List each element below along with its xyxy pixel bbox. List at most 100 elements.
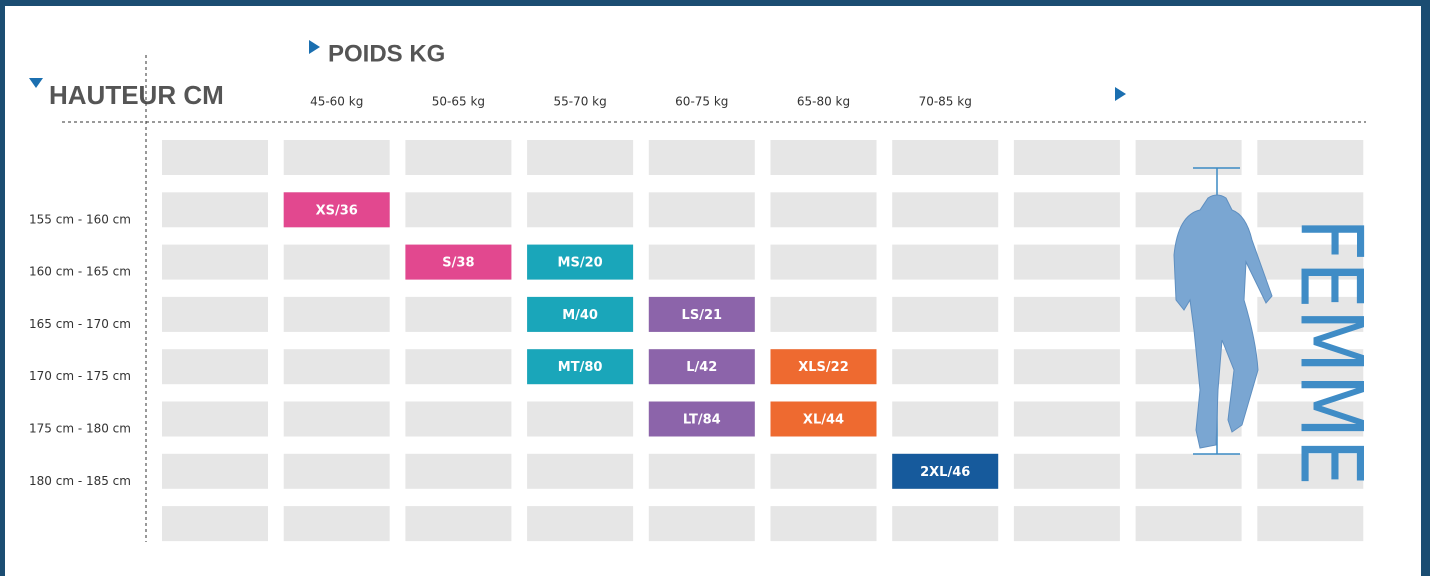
empty-cell xyxy=(405,453,512,489)
empty-cell xyxy=(1013,453,1120,489)
empty-cell xyxy=(1257,244,1364,280)
empty-cell xyxy=(405,506,512,542)
empty-cell xyxy=(892,506,999,542)
empty-cell xyxy=(648,453,755,489)
empty-cell xyxy=(648,140,755,175)
empty-cell xyxy=(1257,192,1364,228)
empty-cell xyxy=(283,140,390,175)
empty-cell xyxy=(162,453,268,489)
empty-cell xyxy=(770,192,877,228)
empty-cell xyxy=(648,506,755,542)
size-cell xyxy=(770,349,877,385)
height-label: 165 cm - 170 cm xyxy=(29,317,131,331)
empty-cell xyxy=(1257,453,1364,489)
empty-cell xyxy=(1013,296,1120,332)
size-cell xyxy=(527,244,634,280)
size-label: LT/84 xyxy=(683,413,721,428)
empty-cell xyxy=(892,192,999,228)
arrow-down xyxy=(29,78,43,88)
empty-cell xyxy=(648,244,755,280)
empty-cell xyxy=(770,506,877,542)
size-label: LS/21 xyxy=(682,308,723,323)
empty-cell xyxy=(405,401,512,437)
size-cell xyxy=(648,401,755,437)
empty-cell xyxy=(162,244,268,280)
empty-cell xyxy=(892,349,999,385)
size-label: XS/36 xyxy=(316,203,358,218)
size-label: L/42 xyxy=(686,360,717,375)
empty-cell xyxy=(405,140,512,175)
weight-label: 55-70 kg xyxy=(553,95,606,109)
weight-label: 50-65 kg xyxy=(432,95,485,109)
figure xyxy=(1173,167,1273,455)
empty-cell xyxy=(1013,401,1120,437)
empty-cell xyxy=(162,401,268,437)
empty-cell xyxy=(1257,349,1364,385)
size-label: MS/20 xyxy=(558,256,603,271)
size-label: MT/80 xyxy=(558,360,603,375)
weight-title: POIDS KG xyxy=(328,40,445,67)
empty-cell xyxy=(770,296,877,332)
empty-cell xyxy=(527,192,634,228)
empty-cell xyxy=(527,401,634,437)
size-cell xyxy=(892,453,999,489)
empty-cell xyxy=(1013,192,1120,228)
empty-cell xyxy=(1013,244,1120,280)
empty-cell xyxy=(770,453,877,489)
size-cell xyxy=(527,349,634,385)
weight-label: 60-75 kg xyxy=(675,95,728,109)
empty-cell xyxy=(162,140,268,175)
size-label: S/38 xyxy=(442,256,474,271)
empty-cell xyxy=(405,192,512,228)
empty-cell xyxy=(162,192,268,228)
empty-cell xyxy=(1257,506,1364,542)
empty-cell xyxy=(162,296,268,332)
empty-cell xyxy=(892,244,999,280)
empty-cell xyxy=(1135,506,1242,542)
empty-cell xyxy=(283,244,390,280)
empty-cell xyxy=(648,192,755,228)
size-cell xyxy=(527,296,634,332)
empty-cell xyxy=(283,401,390,437)
size-label: 2XL/46 xyxy=(920,465,970,480)
empty-cell xyxy=(527,506,634,542)
empty-cell xyxy=(1257,401,1364,437)
gender-label: FEMME xyxy=(1281,218,1381,486)
size-label: M/40 xyxy=(562,308,598,323)
empty-cell xyxy=(405,296,512,332)
empty-cell xyxy=(283,296,390,332)
weight-label: 70-85 kg xyxy=(919,95,972,109)
empty-cell xyxy=(1013,349,1120,385)
empty-cell xyxy=(770,244,877,280)
empty-cell xyxy=(770,140,877,175)
empty-cell xyxy=(1013,506,1120,542)
empty-cell xyxy=(1135,140,1242,175)
empty-cell xyxy=(527,453,634,489)
size-cell xyxy=(648,296,755,332)
empty-cell xyxy=(892,401,999,437)
size-label: XLS/22 xyxy=(798,360,849,375)
size-cell xyxy=(283,192,390,228)
height-label: 170 cm - 175 cm xyxy=(29,369,131,383)
empty-cell xyxy=(162,506,268,542)
empty-cell xyxy=(892,296,999,332)
empty-cell xyxy=(162,349,268,385)
empty-cell xyxy=(283,453,390,489)
height-title: HAUTEUR CM xyxy=(49,80,224,110)
size-cell xyxy=(770,401,877,437)
height-label: 175 cm - 180 cm xyxy=(29,422,131,436)
height-label: 155 cm - 160 cm xyxy=(29,212,131,226)
arrow-right xyxy=(309,40,320,54)
arrow-right xyxy=(1115,87,1126,101)
weight-label: 65-80 kg xyxy=(797,95,850,109)
empty-cell xyxy=(527,140,634,175)
empty-cell xyxy=(1135,453,1242,489)
size-cell xyxy=(405,244,512,280)
empty-cell xyxy=(1013,140,1120,175)
empty-cell xyxy=(283,349,390,385)
empty-cell xyxy=(405,349,512,385)
empty-cell xyxy=(892,140,999,175)
height-label: 180 cm - 185 cm xyxy=(29,474,131,488)
empty-cell xyxy=(1257,296,1364,332)
